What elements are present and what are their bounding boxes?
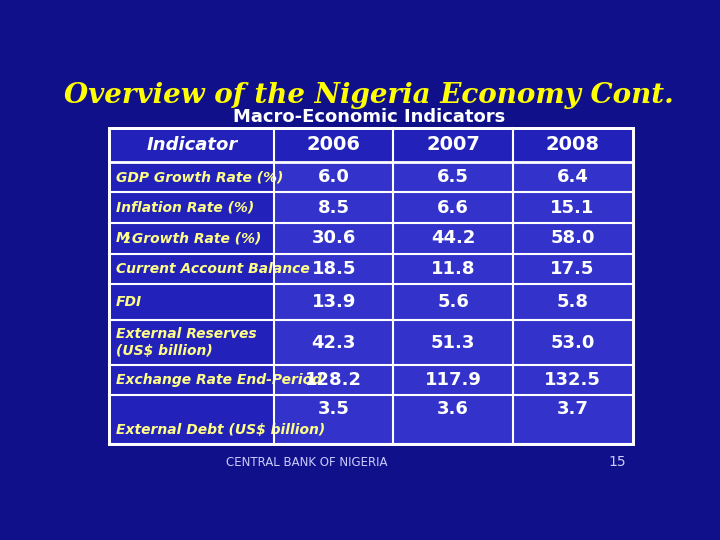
Text: 6.4: 6.4 [557, 168, 588, 186]
Bar [274, 364, 632, 395]
Text: Macro-Economic Indicators: Macro-Economic Indicators [233, 108, 505, 126]
Text: 51.3: 51.3 [431, 334, 475, 352]
Text: Current Account Balance: Current Account Balance [116, 262, 310, 276]
Bar [274, 395, 632, 444]
Text: 128.2: 128.2 [305, 371, 362, 389]
Bar [109, 254, 274, 284]
Bar [274, 192, 632, 223]
Text: 13.9: 13.9 [312, 293, 356, 312]
Text: External Debt (US$ billion): External Debt (US$ billion) [116, 423, 325, 437]
Text: 53.0: 53.0 [550, 334, 595, 352]
Text: 3.6: 3.6 [437, 400, 469, 418]
Bar [109, 192, 274, 223]
Bar [109, 284, 274, 320]
Bar [274, 162, 632, 192]
Text: 5.8: 5.8 [557, 293, 589, 312]
Text: 2007: 2007 [426, 136, 480, 154]
Text: 6.0: 6.0 [318, 168, 350, 186]
Text: 5.6: 5.6 [437, 293, 469, 312]
Text: 15: 15 [608, 455, 626, 469]
Bar [109, 128, 632, 162]
Text: External Reserves
(US$ billion): External Reserves (US$ billion) [116, 327, 256, 358]
Text: 17.5: 17.5 [550, 260, 595, 278]
Text: 3.5: 3.5 [318, 400, 350, 418]
Text: 3.7: 3.7 [557, 400, 588, 418]
Text: 2006: 2006 [307, 136, 361, 154]
Text: Indicator: Indicator [146, 136, 238, 154]
Bar [109, 162, 274, 192]
Text: 18.5: 18.5 [312, 260, 356, 278]
Text: 11.8: 11.8 [431, 260, 475, 278]
Bar [109, 320, 274, 364]
Bar [109, 128, 632, 444]
Bar [109, 223, 274, 254]
Text: 132.5: 132.5 [544, 371, 601, 389]
Bar [274, 284, 632, 320]
Bar [274, 254, 632, 284]
Bar [109, 395, 274, 444]
Text: Overview of the Nigeria Economy Cont.: Overview of the Nigeria Economy Cont. [64, 82, 674, 109]
Text: Exchange Rate End-Period: Exchange Rate End-Period [116, 373, 322, 387]
Text: Growth Rate (%): Growth Rate (%) [127, 231, 261, 245]
Text: 30.6: 30.6 [312, 230, 356, 247]
Text: 117.9: 117.9 [425, 371, 482, 389]
Text: 15.1: 15.1 [550, 199, 595, 217]
Bar [109, 364, 274, 395]
Text: 42.3: 42.3 [312, 334, 356, 352]
Bar [274, 223, 632, 254]
Text: 2: 2 [122, 235, 130, 245]
Bar [274, 320, 632, 364]
Text: 44.2: 44.2 [431, 230, 475, 247]
Text: FDI: FDI [116, 295, 142, 309]
Text: 6.5: 6.5 [437, 168, 469, 186]
Text: CENTRAL BANK OF NIGERIA: CENTRAL BANK OF NIGERIA [226, 456, 388, 469]
Text: 6.6: 6.6 [437, 199, 469, 217]
Text: Inflation Rate (%): Inflation Rate (%) [116, 201, 254, 215]
Text: 8.5: 8.5 [318, 199, 350, 217]
Text: 2008: 2008 [546, 136, 600, 154]
Text: 58.0: 58.0 [550, 230, 595, 247]
Text: M: M [116, 231, 130, 245]
Text: GDP Growth Rate (%): GDP Growth Rate (%) [116, 170, 283, 184]
